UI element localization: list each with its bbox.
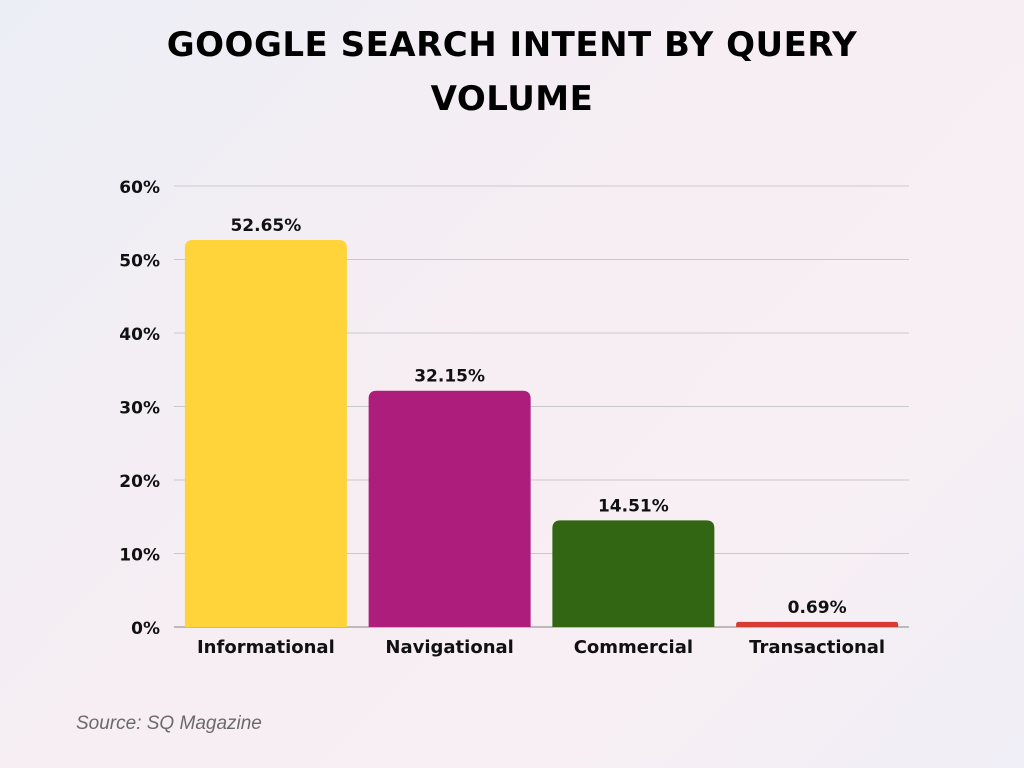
y-tick-label: 30% xyxy=(119,399,160,419)
data-label: 32.15% xyxy=(414,367,485,387)
y-tick-label: 60% xyxy=(119,178,160,198)
bar-navigational xyxy=(368,390,531,627)
x-axis-ticks: Informational Navigational Commercial Trans… xyxy=(197,637,885,658)
y-tick-label: 50% xyxy=(119,252,160,272)
x-tick-label: Informational xyxy=(197,637,335,658)
x-tick-label: Transactional xyxy=(749,637,885,658)
data-label: 0.69% xyxy=(788,598,847,618)
data-label: 52.65% xyxy=(230,216,301,236)
bar-transactional xyxy=(736,621,899,627)
x-tick-label: Commercial xyxy=(574,637,693,658)
bar-commercial xyxy=(552,520,715,627)
y-tick-label: 0% xyxy=(131,619,160,639)
x-tick-label: Navigational xyxy=(385,637,513,658)
chart-title: GOOGLE SEARCH INTENT BY QUERY VOLUME xyxy=(166,25,858,119)
bar-informational xyxy=(184,240,347,627)
y-axis-ticks: 0% 10% 20% 30% 40% 50% 60% xyxy=(119,178,160,639)
data-label: 14.51% xyxy=(598,496,669,516)
bars xyxy=(184,240,899,627)
data-labels: 52.65% 32.15% 14.51% 0.69% xyxy=(230,216,846,618)
source-note: Source: SQ Magazine xyxy=(76,713,262,734)
y-tick-label: 20% xyxy=(119,472,160,492)
y-tick-label: 10% xyxy=(119,546,160,566)
y-tick-label: 40% xyxy=(119,325,160,345)
